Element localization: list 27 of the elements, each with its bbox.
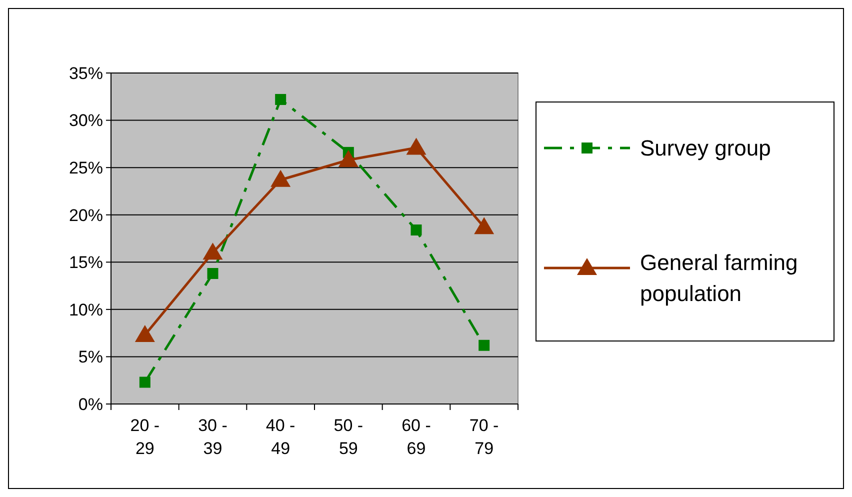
legend-label: Survey group [640,136,771,161]
point [406,138,426,155]
y-tick-label: 25% [68,158,103,178]
x-tick-label: 60 - 69 [402,416,431,458]
point [338,150,358,168]
point [275,94,286,105]
point [270,170,291,187]
point [474,217,494,234]
x-tick-label: 70 - 79 [469,416,499,458]
point [139,376,150,388]
y-tick-label: 10% [68,300,103,320]
point [207,268,218,279]
y-tick-label: 20% [68,206,103,225]
x-tick-label: 30 - 39 [198,416,228,458]
point [478,340,490,351]
y-tick-label: 15% [68,253,103,272]
y-tick-label: 5% [78,348,103,367]
x-tick-label: 20 - 29 [130,416,160,458]
x-tick-label: 50 - 59 [334,416,364,458]
point [134,324,155,342]
y-tick-label: 30% [68,111,103,130]
point [202,242,223,260]
y-tick-label: 0% [78,394,103,414]
legend-label: General farming population [640,250,798,306]
y-tick-label: 35% [68,64,103,83]
point [410,224,422,236]
x-tick-label: 40 - 49 [266,416,296,458]
